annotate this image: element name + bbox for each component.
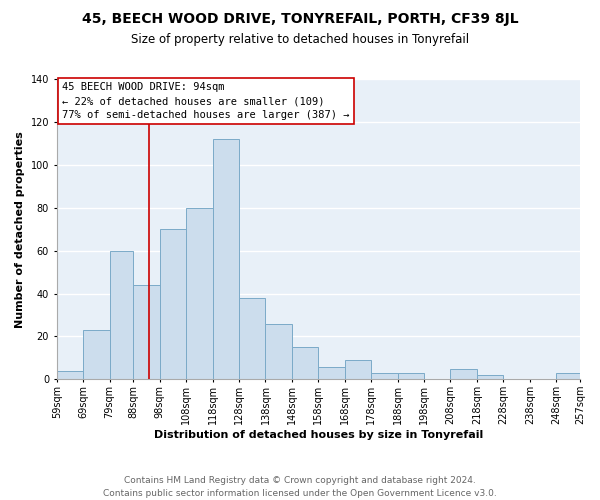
Bar bbox=[371, 373, 398, 380]
Bar bbox=[186, 208, 212, 380]
Bar bbox=[319, 366, 345, 380]
Bar bbox=[451, 368, 477, 380]
Bar bbox=[398, 373, 424, 380]
Text: Size of property relative to detached houses in Tonyrefail: Size of property relative to detached ho… bbox=[131, 32, 469, 46]
Bar bbox=[110, 250, 133, 380]
Bar bbox=[239, 298, 265, 380]
Bar bbox=[265, 324, 292, 380]
Bar bbox=[56, 371, 83, 380]
Bar bbox=[477, 375, 503, 380]
Text: Contains HM Land Registry data © Crown copyright and database right 2024.
Contai: Contains HM Land Registry data © Crown c… bbox=[103, 476, 497, 498]
Text: 45 BEECH WOOD DRIVE: 94sqm
← 22% of detached houses are smaller (109)
77% of sem: 45 BEECH WOOD DRIVE: 94sqm ← 22% of deta… bbox=[62, 82, 349, 120]
Bar bbox=[83, 330, 110, 380]
Bar bbox=[160, 229, 186, 380]
Bar bbox=[133, 285, 160, 380]
X-axis label: Distribution of detached houses by size in Tonyrefail: Distribution of detached houses by size … bbox=[154, 430, 483, 440]
Bar bbox=[292, 347, 319, 380]
Bar bbox=[345, 360, 371, 380]
Text: 45, BEECH WOOD DRIVE, TONYREFAIL, PORTH, CF39 8JL: 45, BEECH WOOD DRIVE, TONYREFAIL, PORTH,… bbox=[82, 12, 518, 26]
Y-axis label: Number of detached properties: Number of detached properties bbox=[15, 131, 25, 328]
Bar bbox=[212, 139, 239, 380]
Bar bbox=[556, 373, 580, 380]
